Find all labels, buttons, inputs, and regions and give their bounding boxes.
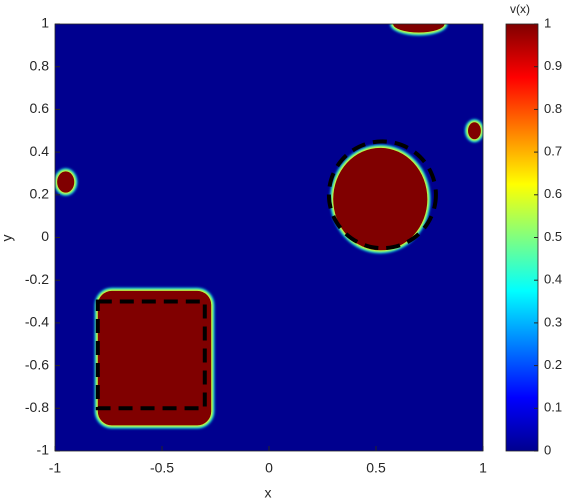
- x-tick-label: -1: [49, 460, 62, 476]
- colorbar-tick-label: 0.4: [544, 272, 562, 287]
- colorbar-tick-label: 0.3: [544, 314, 562, 329]
- y-tick-label: 0.4: [30, 143, 50, 159]
- y-tick-label: 0: [41, 228, 49, 244]
- colorbar-tick-label: 0.2: [544, 357, 562, 372]
- y-tick-label: 1: [41, 15, 49, 31]
- colorbar-title: v(x): [510, 2, 530, 16]
- colorbar-tick-label: 0.9: [544, 58, 562, 73]
- colorbar-tick-label: 0: [544, 442, 551, 457]
- colorbar-tick-label: 1: [544, 15, 551, 30]
- y-tick-label: -0.4: [25, 314, 49, 330]
- x-tick-label: -0.5: [150, 460, 174, 476]
- region: [393, 24, 445, 33]
- region: [57, 171, 75, 193]
- field: [55, 24, 483, 451]
- y-tick-label: -1: [37, 442, 50, 458]
- y-tick-label: -0.2: [25, 271, 49, 287]
- colorbar-tick-label: 0.5: [544, 229, 562, 244]
- y-tick-label: -0.6: [25, 356, 49, 372]
- y-tick-label: -0.8: [25, 399, 49, 415]
- region: [97, 290, 212, 426]
- colorbar-tick-label: 0.8: [544, 101, 562, 116]
- colorbar-tick-label: 0.7: [544, 144, 562, 159]
- x-tick-label: 1: [479, 460, 487, 476]
- region: [333, 147, 428, 251]
- x-tick-label: 0: [265, 460, 273, 476]
- colorbar-tick-label: 0.6: [544, 186, 562, 201]
- colorbar-tick-label: 0.1: [544, 400, 562, 415]
- y-tick-label: 0.6: [30, 100, 50, 116]
- x-axis-label: x: [265, 485, 272, 501]
- outline: [326, 139, 438, 251]
- y-axis-label: y: [0, 235, 15, 242]
- region: [468, 122, 481, 140]
- y-tick-label: 0.8: [30, 57, 50, 73]
- colorbar: [505, 23, 539, 452]
- x-tick-label: 0.5: [366, 460, 386, 476]
- y-tick-label: 0.2: [30, 186, 50, 202]
- outline: [95, 299, 207, 411]
